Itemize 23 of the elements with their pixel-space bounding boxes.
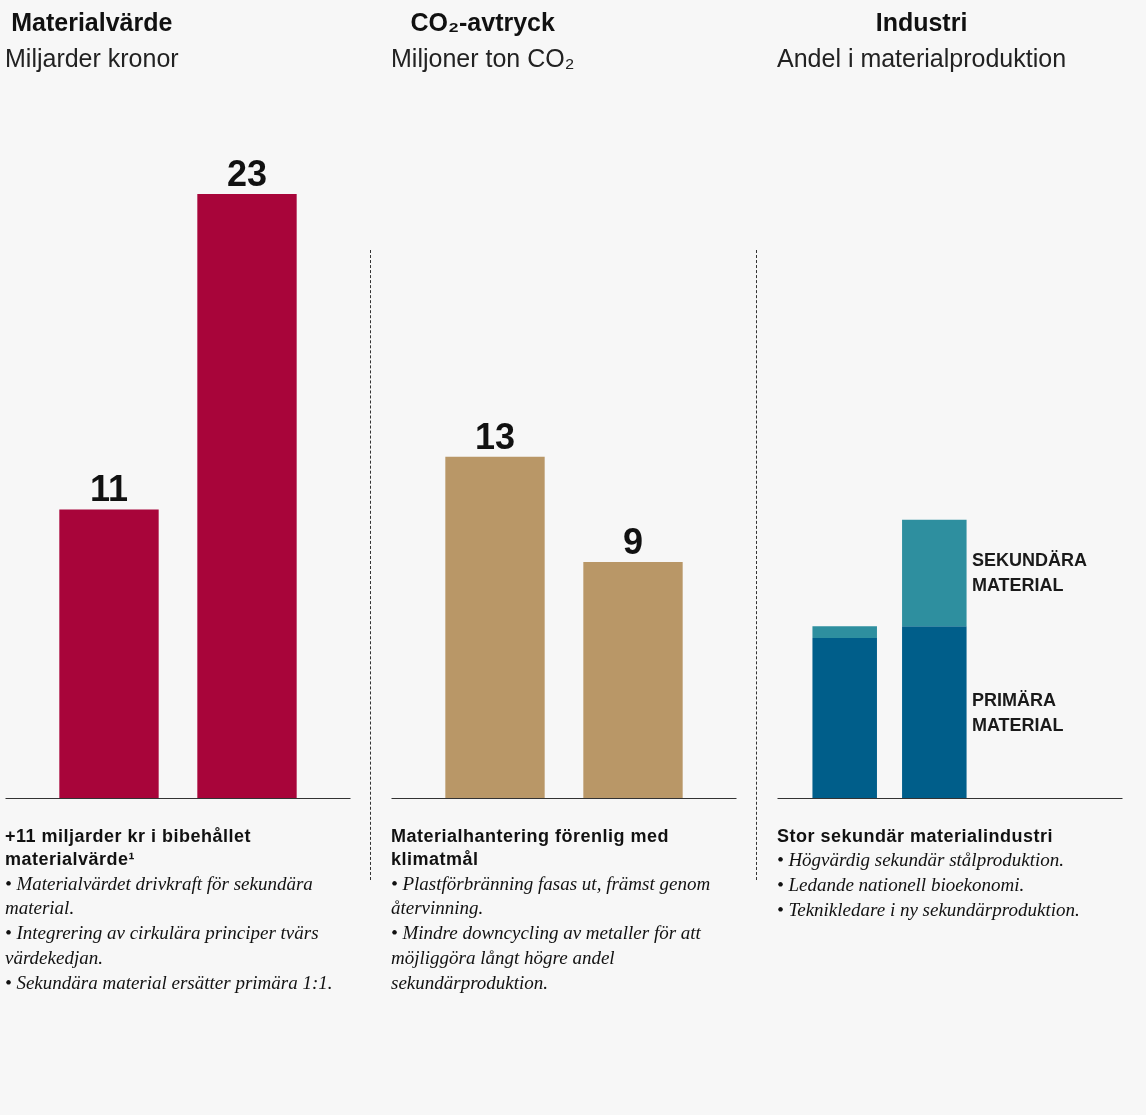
series-label: SEKUNDÄRA MATERIAL bbox=[971, 550, 1087, 596]
chart-title: Industri bbox=[874, 7, 969, 38]
data-label: 23 bbox=[226, 153, 268, 195]
chart-subtitle: Miljoner ton CO₂ bbox=[391, 42, 575, 74]
series-label: PRIMÄRA MATERIAL bbox=[971, 689, 1064, 735]
data-label: 9 bbox=[622, 520, 644, 562]
text: Stor sekundär materialindustri bbox=[777, 825, 1055, 848]
data-label: 11 bbox=[89, 468, 129, 510]
text: • Ledande nationell bioekonomi. bbox=[777, 873, 1026, 898]
chart-subtitle: Miljarder kronor bbox=[5, 42, 179, 74]
text: • Plastförbränning fasas ut, främst genom återvinning. bbox=[391, 871, 712, 921]
text: • Integrering av cirkulära principer tvärs värdekedjan. bbox=[5, 921, 320, 970]
chart-title: Materialvärde bbox=[10, 7, 174, 38]
text: Materialhantering förenlig med klimatmål bbox=[391, 825, 671, 872]
text: • Teknikledare i ny sekundärproduktion. bbox=[777, 897, 1080, 922]
text: • Sekundära material ersätter primära 1:1. bbox=[5, 970, 334, 995]
text: +11 miljarder kr i bibehållet materialvärde¹ bbox=[5, 825, 253, 872]
text: • Materialvärdet drivkraft för sekundära material. bbox=[5, 871, 314, 921]
text: • Högvärdig sekundär stålproduktion. bbox=[777, 848, 1066, 873]
chart-subtitle: Andel i materialproduktion bbox=[777, 42, 1067, 74]
text: • Mindre downcycling av metaller för att möjliggöra långt högre andel sekundärproduktion. bbox=[391, 921, 702, 995]
data-label: 13 bbox=[474, 415, 516, 457]
chart-title: CO₂-avtryck bbox=[409, 7, 556, 38]
